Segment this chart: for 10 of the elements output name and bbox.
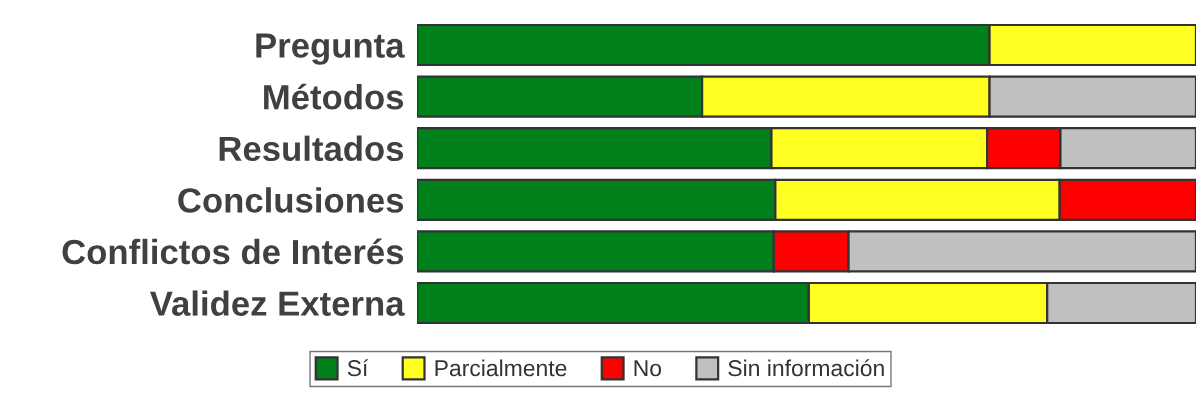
y-tick-label: Validez Externa (149, 290, 405, 316)
y-tick-label: Métodos (264, 83, 404, 110)
legend-label: Sí (347, 359, 369, 377)
legend-label: Sin información (728, 359, 884, 377)
y-tick-label: Pregunta (256, 33, 405, 65)
y-tick-label: Conflictos de Interés (62, 238, 404, 265)
y-tick-label: Resultados (219, 135, 404, 162)
y-tick-label: Conclusiones (178, 187, 404, 213)
legend-label: No (634, 360, 662, 377)
legend-label: Parcialmente (435, 359, 567, 377)
